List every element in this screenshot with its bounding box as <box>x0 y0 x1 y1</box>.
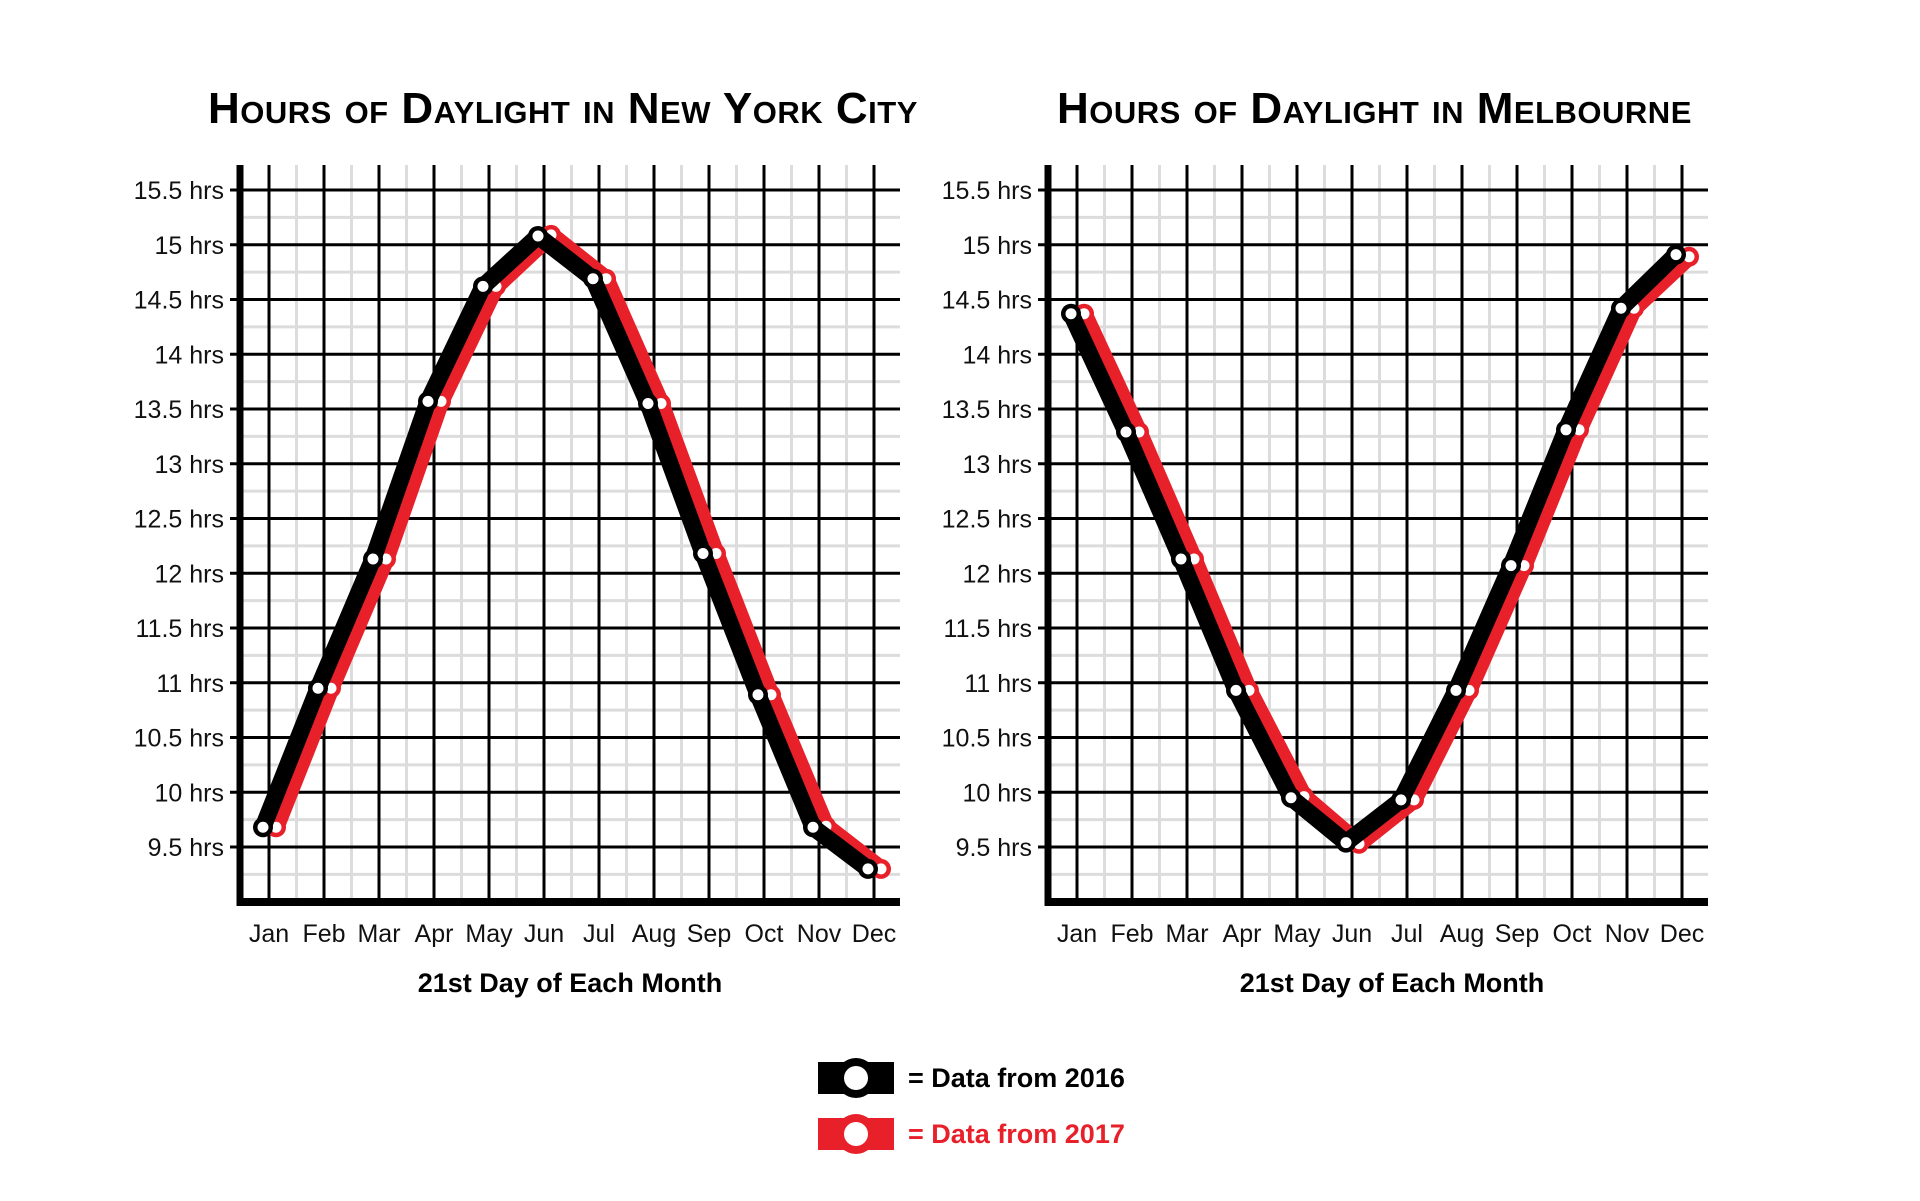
x-tick-label: Sep <box>687 920 731 948</box>
x-tick-label: Jul <box>1391 920 1423 948</box>
x-tick-label: Oct <box>1553 920 1592 948</box>
x-tick-label: Mar <box>1165 920 1208 948</box>
x-tick-label: Feb <box>1110 920 1153 948</box>
y-tick-label: 13 hrs <box>155 451 224 479</box>
x-tick-label: Dec <box>1660 920 1704 948</box>
legend-label-2016: = Data from 2016 <box>908 1062 1125 1093</box>
y-tick-label: 14.5 hrs <box>134 287 224 315</box>
red-marker-swatch-icon <box>818 1114 894 1154</box>
x-tick-label: Apr <box>415 920 454 948</box>
y-tick-label: 11 hrs <box>156 670 224 698</box>
y-tick-label: 13 hrs <box>963 451 1032 479</box>
y-tick-label: 9.5 hrs <box>956 834 1032 862</box>
nyc-chart: 9.5 hrs 10 hrs 10.5 hrs 11 hrs 11.5 hrs 12 hr… <box>134 165 900 948</box>
y-tick-label: 13.5 hrs <box>134 396 224 424</box>
y-tick-label: 11 hrs <box>964 670 1032 698</box>
x-tick-label: Aug <box>632 920 676 948</box>
y-tick-label: 11.5 hrs <box>136 615 224 643</box>
legend: = Data from 2016 = Data from 2017 <box>818 1058 1178 1154</box>
y-tick-label: 15.5 hrs <box>942 177 1032 205</box>
x-tick-label: Mar <box>357 920 400 948</box>
y-tick-label: 15 hrs <box>963 232 1032 260</box>
y-tick-label: 15.5 hrs <box>134 177 224 205</box>
x-tick-label: Jul <box>583 920 615 948</box>
x-tick-label: Jan <box>249 920 289 948</box>
legend-item-2016: = Data from 2016 <box>818 1058 1125 1098</box>
y-tick-label: 9.5 hrs <box>148 834 224 862</box>
nyc-series-2016 <box>253 225 878 879</box>
melbourne-x-axis-title: 21st Day of Each Month <box>1239 968 1545 998</box>
x-tick-label: May <box>465 920 513 948</box>
x-tick-label: Aug <box>1440 920 1484 948</box>
y-tick-label: 10 hrs <box>155 779 224 807</box>
y-tick-label: 11.5 hrs <box>944 615 1032 643</box>
y-tick-label: 14 hrs <box>155 341 224 369</box>
melbourne-chart: 9.5 hrs 10 hrs 10.5 hrs 11 hrs 11.5 hrs 12 hr… <box>942 165 1708 948</box>
y-tick-label: 15 hrs <box>155 232 224 260</box>
nyc-chart-title: Hours of Daylight in New York City <box>208 84 918 133</box>
x-tick-label: Sep <box>1495 920 1539 948</box>
y-tick-label: 12 hrs <box>155 560 224 588</box>
y-tick-label: 14 hrs <box>963 341 1032 369</box>
black-marker-swatch-icon <box>818 1058 894 1098</box>
x-tick-label: Jun <box>524 920 564 948</box>
x-tick-label: Nov <box>797 920 842 948</box>
y-tick-label: 12 hrs <box>963 560 1032 588</box>
y-tick-label: 12.5 hrs <box>134 506 224 534</box>
x-tick-label: Nov <box>1605 920 1650 948</box>
legend-item-2017: = Data from 2017 <box>818 1114 1125 1154</box>
x-tick-label: Apr <box>1223 920 1262 948</box>
y-tick-label: 10.5 hrs <box>942 725 1032 753</box>
nyc-x-axis-title: 21st Day of Each Month <box>417 968 723 998</box>
melbourne-grid <box>1038 165 1708 902</box>
x-tick-label: Feb <box>302 920 345 948</box>
y-tick-label: 10 hrs <box>963 779 1032 807</box>
x-tick-label: Jan <box>1057 920 1097 948</box>
x-tick-label: Oct <box>745 920 784 948</box>
y-tick-label: 13.5 hrs <box>942 396 1032 424</box>
x-tick-label: Jun <box>1332 920 1372 948</box>
y-tick-label: 14.5 hrs <box>942 287 1032 315</box>
legend-label-2017: = Data from 2017 <box>908 1118 1125 1149</box>
x-tick-label: May <box>1273 920 1321 948</box>
y-tick-label: 10.5 hrs <box>134 725 224 753</box>
y-tick-label: 12.5 hrs <box>942 506 1032 534</box>
melbourne-chart-title: Hours of Daylight in Melbourne <box>1057 84 1692 133</box>
melbourne-series-2016 <box>1061 244 1686 853</box>
x-tick-label: Dec <box>852 920 896 948</box>
